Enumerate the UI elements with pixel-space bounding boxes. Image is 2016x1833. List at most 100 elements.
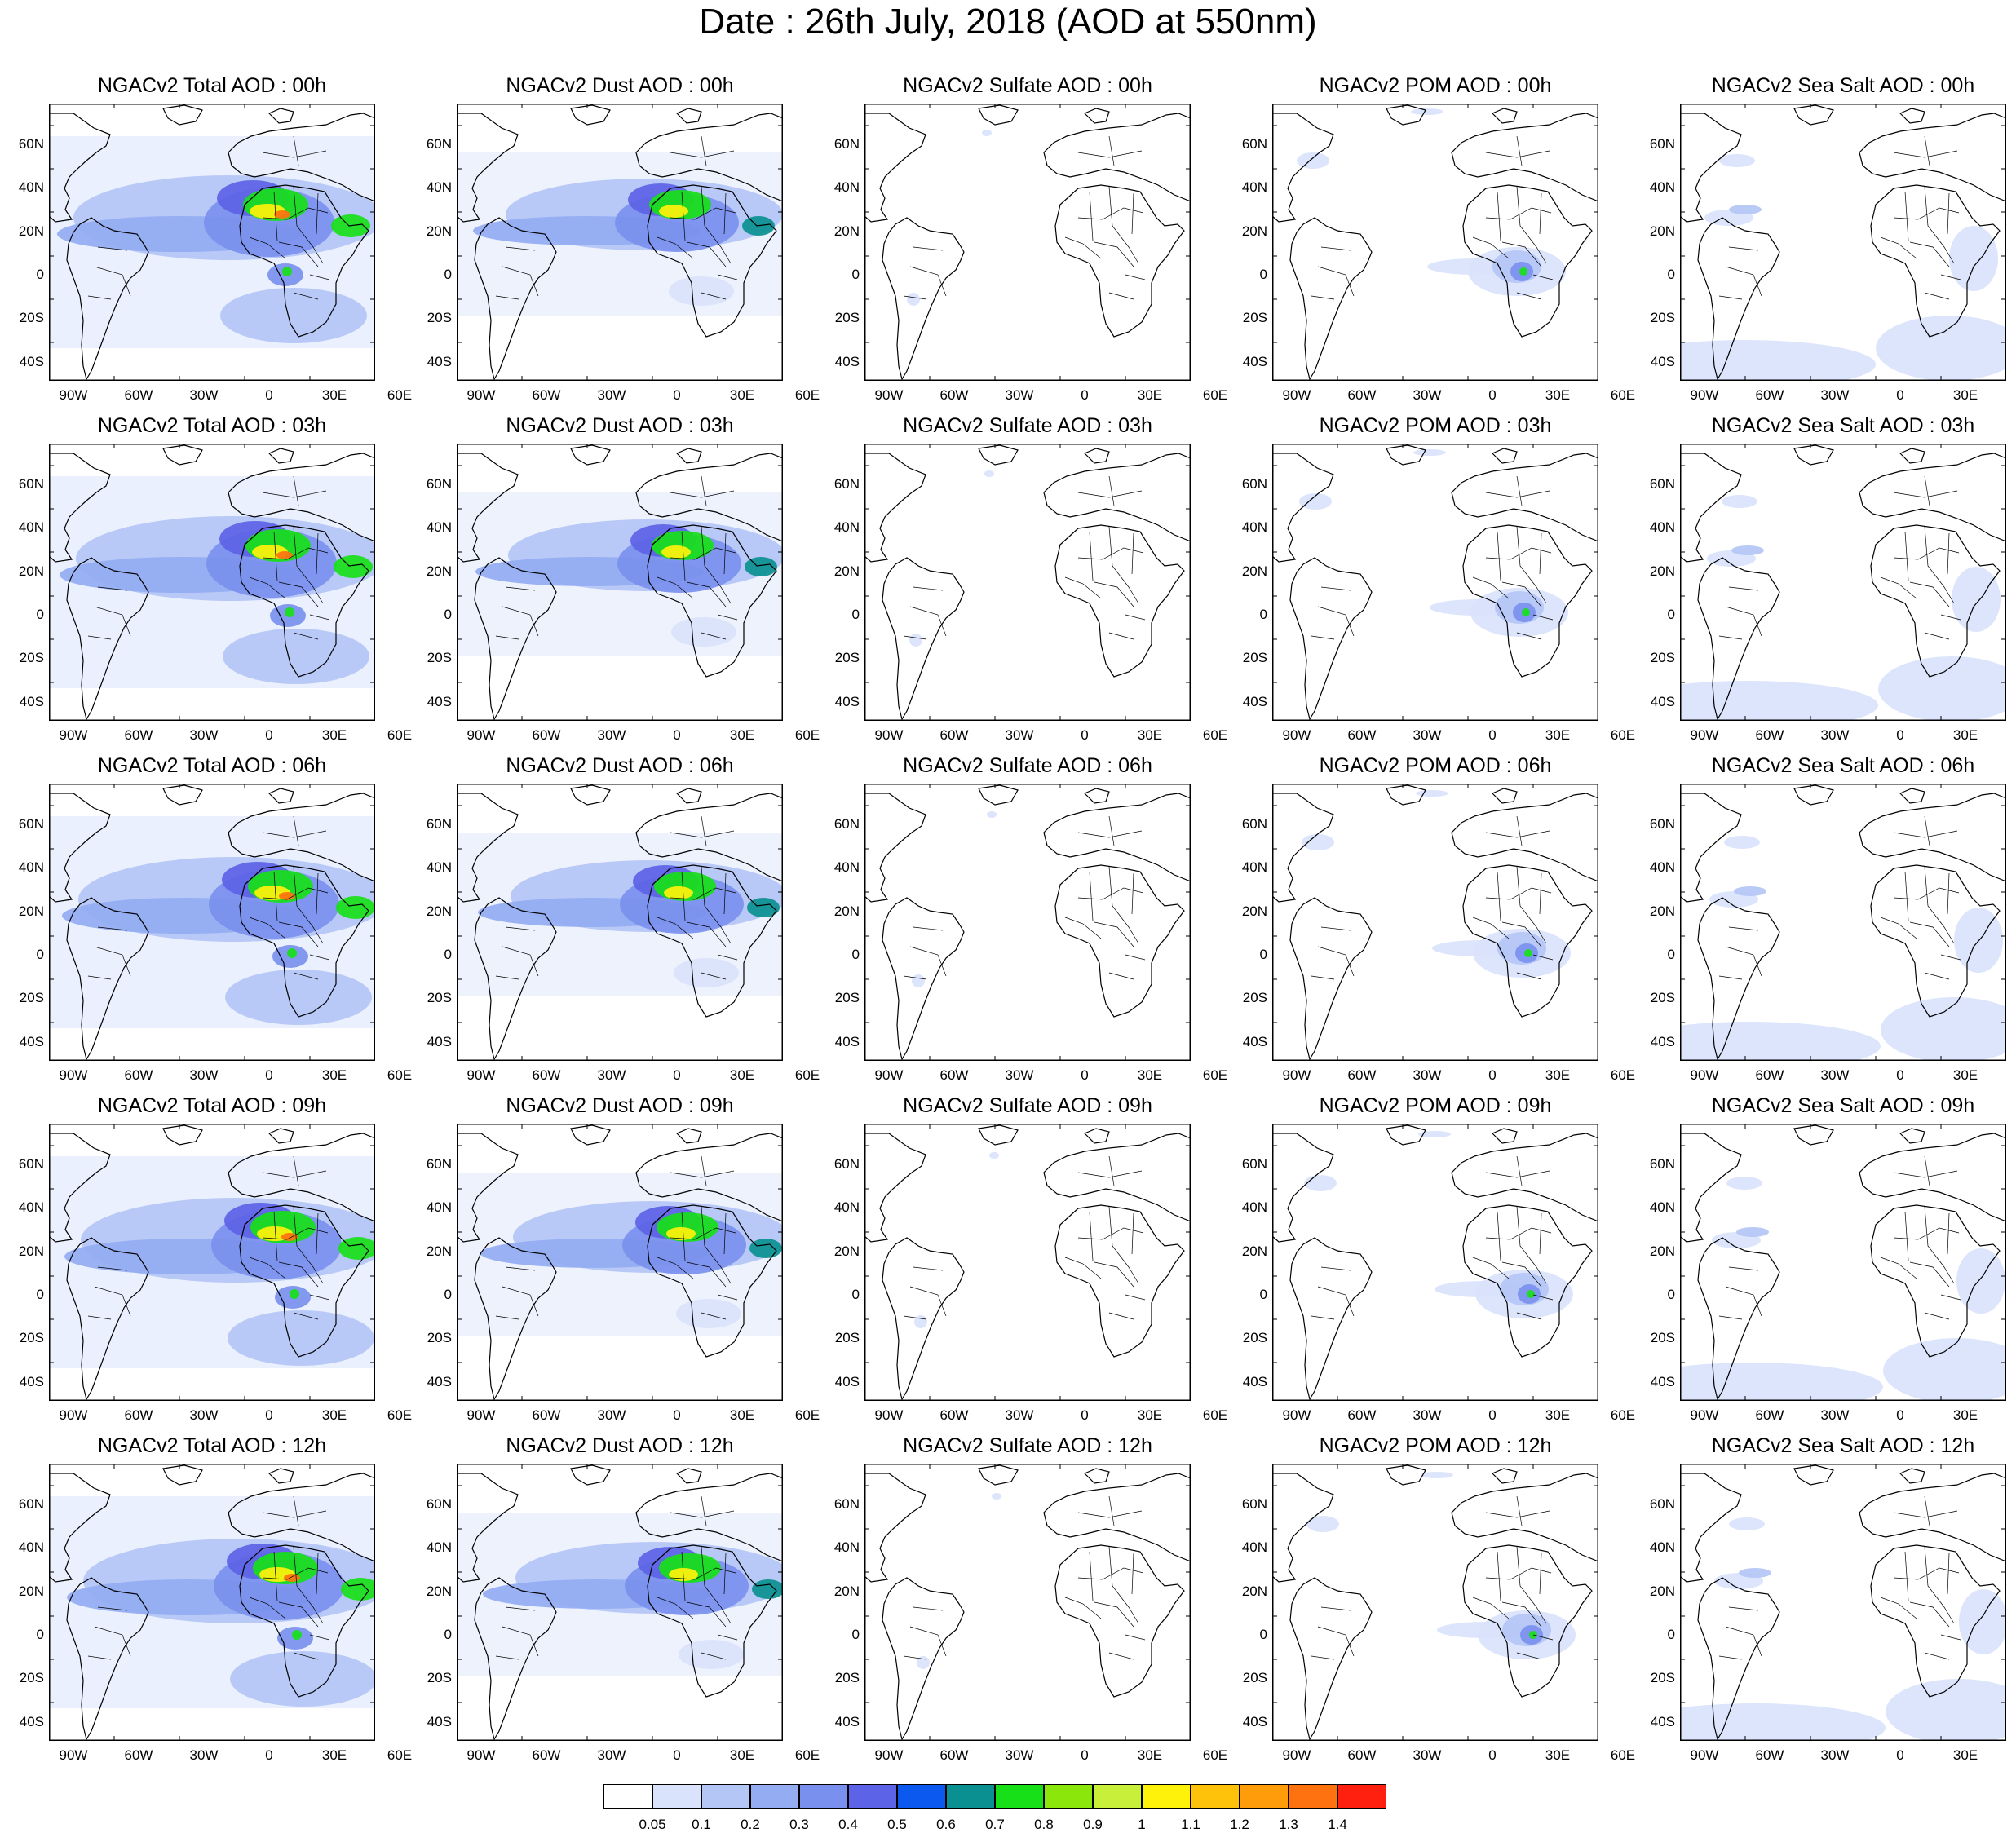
- lon-label: 0: [1488, 1067, 1497, 1083]
- country-border: [717, 954, 738, 961]
- coastline: [1491, 448, 1518, 464]
- aod-plume: [1736, 1227, 1769, 1237]
- lat-label: 20S: [427, 1330, 452, 1345]
- panel-title: NGACv2 Sea Salt AOD : 09h: [1711, 1094, 1975, 1117]
- country-border: [1940, 954, 1961, 961]
- country-border: [701, 1206, 732, 1284]
- map-panel: NGACv2 POM AOD : 03h 60N 40N 20N 0 20S 40S 90W 6…: [1223, 413, 1635, 743]
- lat-label: 0: [1259, 947, 1267, 962]
- country-border: [1893, 830, 1958, 838]
- lon-label: 60E: [2006, 387, 2016, 404]
- lon-label: 0: [265, 1747, 273, 1763]
- coastline: [1043, 793, 1191, 882]
- coastline: [675, 1128, 702, 1144]
- country-border: [1077, 887, 1144, 900]
- coastline: [1899, 448, 1925, 464]
- coastline: [1272, 453, 1334, 563]
- lon-label: 60W: [1755, 1407, 1784, 1423]
- country-border: [701, 866, 732, 944]
- country-border: [1077, 490, 1143, 498]
- country-border: [1880, 236, 1917, 259]
- country-border: [1924, 1652, 1950, 1660]
- map-frame: [1680, 784, 2006, 1061]
- lat-label: 20N: [833, 903, 860, 919]
- country-border: [701, 972, 727, 980]
- lat-label: 40S: [1242, 1034, 1267, 1049]
- lon-label: 0: [1081, 387, 1089, 403]
- lat-label: 20S: [19, 310, 44, 325]
- country-border: [1077, 547, 1144, 560]
- coastline: [267, 108, 294, 124]
- lon-label: 30W: [597, 727, 626, 743]
- legend-swatch: [750, 1784, 799, 1809]
- lat-label: 20N: [18, 1583, 44, 1599]
- lon-label: 30W: [189, 1067, 219, 1083]
- aod-plume: [1722, 495, 1757, 508]
- lon-label: 30E: [1952, 727, 1978, 743]
- country-border: [249, 1597, 286, 1619]
- lon-label: 0: [673, 727, 681, 743]
- country-border: [1497, 191, 1501, 241]
- lat-label: 0: [1259, 1627, 1267, 1642]
- country-border: [681, 531, 686, 581]
- coastline: [1697, 217, 1780, 381]
- legend-label: 0.3: [789, 1817, 809, 1832]
- country-border: [1728, 1266, 1759, 1271]
- lat-label: 40N: [833, 859, 860, 875]
- country-border: [1108, 186, 1139, 264]
- aod-plume: [992, 1493, 1001, 1500]
- aod-map: [864, 1124, 1191, 1401]
- lon-label: 60E: [387, 727, 413, 743]
- lon-label: 60W: [1347, 1067, 1377, 1083]
- country-border: [87, 1315, 112, 1320]
- country-border: [249, 916, 286, 939]
- country-border: [262, 150, 327, 158]
- coastline: [1272, 793, 1334, 903]
- aod-plume: [341, 1578, 375, 1601]
- country-border: [1725, 1626, 1762, 1657]
- lon-label: 30W: [597, 1407, 626, 1423]
- lat-label: 40N: [1649, 179, 1675, 195]
- coastline: [267, 448, 294, 464]
- aod-plume: [1959, 1589, 2006, 1654]
- lon-label: 30W: [1820, 1407, 1850, 1423]
- aod-map-svg: [864, 1124, 1191, 1401]
- lat-label: 20S: [19, 1670, 44, 1685]
- coastline: [1870, 524, 2001, 678]
- lon-label: 30E: [321, 1407, 347, 1423]
- country-border: [278, 921, 319, 947]
- panel-title: NGACv2 Sea Salt AOD : 00h: [1711, 74, 1975, 97]
- country-border: [1924, 475, 1930, 506]
- country-border: [1516, 1312, 1542, 1320]
- lon-label: 0: [1488, 1747, 1497, 1763]
- lon-label: 30E: [1545, 1067, 1571, 1083]
- coastline: [66, 1237, 149, 1401]
- legend-swatch: [652, 1784, 701, 1809]
- country-border: [1077, 1227, 1144, 1240]
- country-border: [1320, 926, 1351, 931]
- lat-label: 0: [36, 947, 44, 962]
- map-frame: [457, 444, 783, 721]
- lon-label: 30E: [1137, 387, 1163, 403]
- country-border: [1108, 1312, 1134, 1320]
- lon-label: 60E: [2006, 1067, 2016, 1084]
- lon-label: 30E: [1952, 1407, 1978, 1423]
- lon-label: 90W: [1282, 727, 1311, 743]
- coastline: [1859, 113, 2006, 202]
- country-border: [293, 292, 319, 300]
- country-border: [1725, 946, 1762, 977]
- lat-label: 40N: [1241, 1199, 1267, 1215]
- lon-label: 90W: [1282, 1747, 1311, 1763]
- map-panel: NGACv2 POM AOD : 00h 60N 40N 20N 0 20S 40S 90W 6…: [1223, 73, 1635, 403]
- country-border: [1131, 1212, 1134, 1255]
- aod-plume: [1413, 449, 1446, 456]
- lat-label: 40N: [426, 1539, 452, 1555]
- country-border: [670, 207, 736, 220]
- lon-label: 60E: [1610, 387, 1636, 403]
- map-panel: NGACv2 POM AOD : 06h 60N 40N 20N 0 20S 40S 90W 6…: [1223, 753, 1635, 1083]
- coastline: [864, 793, 926, 903]
- country-border: [495, 975, 519, 980]
- country-border: [1077, 1170, 1143, 1178]
- lon-label: 60W: [532, 1067, 561, 1083]
- lat-label: 40S: [427, 354, 452, 369]
